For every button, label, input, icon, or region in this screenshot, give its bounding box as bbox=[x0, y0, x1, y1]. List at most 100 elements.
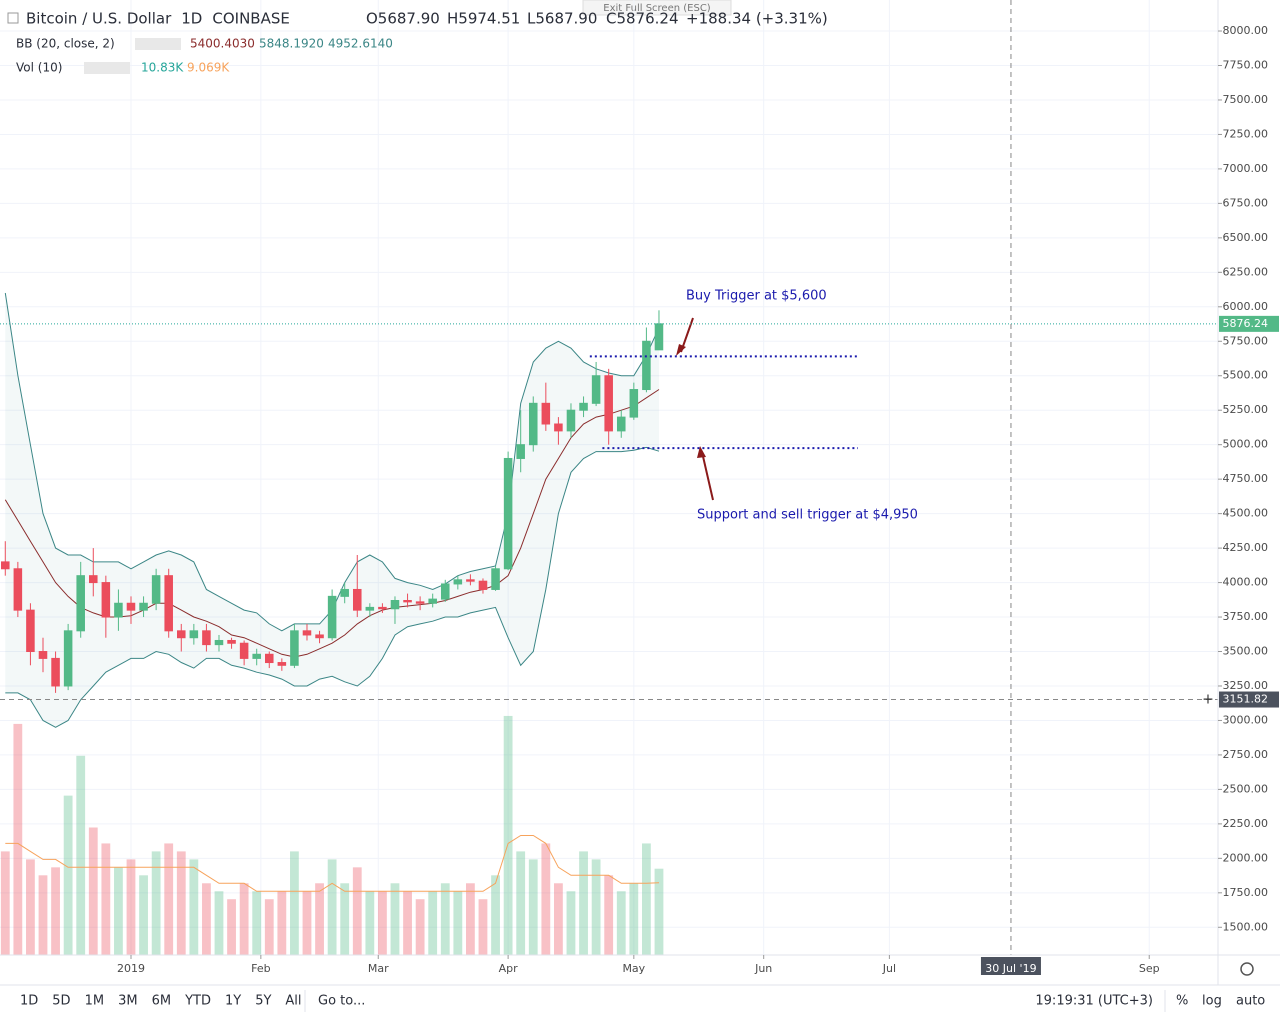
level-text: Support and sell trigger at $4,950 bbox=[697, 508, 918, 523]
ohlc-high: H5974.51 bbox=[447, 10, 520, 28]
candle-body bbox=[227, 639, 236, 644]
volume-bar bbox=[516, 851, 526, 955]
volume-bar bbox=[340, 883, 350, 955]
candle-body bbox=[654, 323, 664, 351]
candle-body bbox=[26, 609, 35, 653]
y-tick-label: 3750.00 bbox=[1223, 610, 1269, 623]
crosshair-y-label: 3151.82 bbox=[1223, 693, 1269, 706]
exit-button[interactable] bbox=[582, 0, 732, 16]
volume-bar bbox=[88, 827, 98, 955]
y-tick-label: 7500.00 bbox=[1223, 93, 1269, 106]
y-tick-label: 2500.00 bbox=[1223, 782, 1269, 795]
volume-bar bbox=[654, 868, 664, 955]
toolbar: Go to... 19:19:31 (UTC+3) 1D 5D 1M 3M 6M YTD 1… bbox=[20, 962, 1265, 1012]
candle-body bbox=[428, 598, 437, 604]
volume-bar bbox=[114, 867, 123, 955]
range-button[interactable]: 1Y bbox=[225, 994, 241, 1009]
crosshair-plus: + bbox=[1202, 692, 1214, 708]
volume-bar bbox=[239, 883, 249, 955]
candle-body bbox=[202, 630, 211, 646]
candle-body bbox=[340, 588, 349, 597]
volume-bar bbox=[629, 883, 639, 955]
candle-body bbox=[302, 630, 312, 636]
volume-pane bbox=[0, 715, 664, 955]
candle-body bbox=[114, 602, 123, 618]
volume-bar bbox=[440, 883, 450, 955]
range-button[interactable]: 5Y bbox=[255, 994, 271, 1009]
candle-body bbox=[604, 375, 613, 432]
exchange[interactable]: COINBASE bbox=[212, 10, 289, 28]
range-button[interactable]: All bbox=[285, 994, 301, 1009]
volume-bar bbox=[277, 891, 287, 955]
range-button[interactable]: 6M bbox=[152, 994, 172, 1009]
volume-bar bbox=[541, 843, 551, 955]
volume-bar bbox=[491, 875, 500, 955]
goto-button[interactable]: Go to... bbox=[318, 994, 365, 1009]
volume-bar bbox=[176, 851, 186, 955]
volume-bar bbox=[101, 843, 111, 955]
candle-body bbox=[554, 423, 563, 432]
y-tick-label: 4750.00 bbox=[1223, 472, 1269, 485]
ohlc-open: O5687.90 bbox=[366, 10, 440, 28]
collapse-icon[interactable] bbox=[7, 12, 19, 24]
clock: 19:19:31 (UTC+3) bbox=[1035, 994, 1153, 1009]
y-tick-label: 2250.00 bbox=[1223, 817, 1269, 830]
volume-bar bbox=[252, 891, 262, 955]
range-button[interactable]: YTD bbox=[184, 994, 211, 1009]
y-tick-label: 7750.00 bbox=[1223, 58, 1269, 71]
y-tick-label: 7250.00 bbox=[1223, 127, 1269, 140]
volume-bar bbox=[202, 883, 211, 955]
candle-body bbox=[63, 630, 73, 687]
candle-body bbox=[516, 444, 525, 459]
option-button[interactable]: % bbox=[1176, 994, 1188, 1009]
candle-body bbox=[89, 575, 98, 584]
vol-label[interactable]: Vol (10) bbox=[16, 61, 62, 75]
candle-body bbox=[579, 402, 588, 411]
volume-bar bbox=[528, 859, 538, 955]
option-button[interactable]: auto bbox=[1236, 994, 1265, 1009]
candle-body bbox=[264, 653, 274, 664]
range-button[interactable]: 1M bbox=[85, 994, 105, 1009]
candle-body bbox=[51, 657, 60, 687]
volume-bar bbox=[352, 867, 362, 955]
candle-body bbox=[327, 595, 337, 639]
volume-bar bbox=[315, 883, 324, 955]
arrow-head bbox=[676, 344, 686, 356]
range-button[interactable]: 1D bbox=[20, 994, 38, 1009]
range-button[interactable]: 3M bbox=[118, 994, 138, 1009]
candle-body bbox=[177, 630, 186, 639]
volume-bar bbox=[591, 859, 601, 955]
vol-icons[interactable] bbox=[84, 62, 130, 74]
crosshair-x-tag bbox=[980, 957, 1041, 975]
arrow bbox=[701, 451, 714, 501]
volume-bar bbox=[604, 875, 614, 955]
candle-body bbox=[1, 561, 10, 570]
crosshair-y-tag bbox=[1219, 691, 1279, 708]
crosshair-x-label: 30 Jul '19 bbox=[985, 962, 1036, 975]
volume-bar bbox=[189, 859, 199, 955]
grid bbox=[0, 0, 1218, 955]
candle-body bbox=[478, 580, 488, 590]
y-tick-label: 5750.00 bbox=[1223, 334, 1269, 347]
volume-bar bbox=[26, 859, 35, 955]
y-tick-label: 1750.00 bbox=[1223, 886, 1269, 899]
bb-label[interactable]: BB (20, close, 2) bbox=[16, 37, 115, 51]
volume-bar bbox=[327, 859, 337, 955]
candle-body bbox=[528, 402, 538, 446]
bb-mid-value: 5400.4030 bbox=[190, 37, 255, 51]
last-price-label: 5876.24 bbox=[1223, 317, 1269, 330]
candle-body bbox=[139, 602, 148, 611]
candle-body bbox=[415, 601, 425, 604]
settings-icon[interactable] bbox=[1240, 962, 1254, 976]
range-button[interactable]: 5D bbox=[52, 994, 70, 1009]
exit-label[interactable]: Exit Full Screen (ESC) bbox=[603, 3, 711, 14]
volume-bar bbox=[76, 755, 86, 955]
x-tick-label: 2019 bbox=[117, 962, 145, 975]
candle-body bbox=[541, 402, 551, 425]
volume-bar bbox=[390, 883, 400, 955]
option-button[interactable]: log bbox=[1202, 994, 1222, 1009]
bb-icons[interactable] bbox=[135, 38, 181, 50]
volume-bar bbox=[38, 875, 48, 955]
